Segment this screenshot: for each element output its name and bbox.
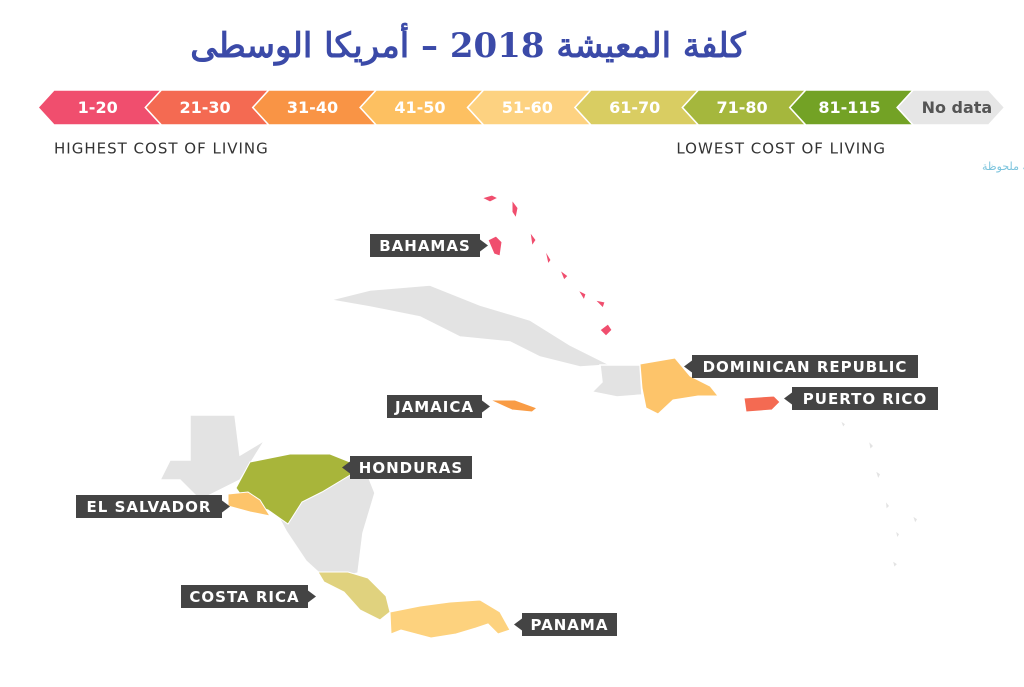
label-pointer [342,461,350,474]
legend-note-left: HIGHEST COST OF LIVING [54,140,269,158]
label-box [692,355,918,378]
label-box [181,585,308,608]
legend-swatch [896,89,1006,126]
country-label: PANAMA [531,616,609,634]
legend-label: 51-60 [502,98,553,117]
country-shape [317,571,391,621]
label-pointer [482,400,490,413]
legend-label: 41-50 [394,98,445,117]
label-pointer [308,590,316,603]
country-shape [389,599,511,639]
label-pointer [222,500,230,513]
legend-label: 21-30 [180,98,231,117]
country-label: COSTA RICA [189,588,299,606]
label-box [350,456,472,479]
country-label: JAMAICA [394,398,474,416]
country-label: PUERTO RICO [803,390,927,408]
legend-label: 71-80 [717,98,768,117]
label-box [370,234,480,257]
watermark: مدوّنة ملحوظة [982,160,1024,173]
label-box [792,387,938,410]
country-label: BAHAMAS [379,237,471,255]
title: كلفة المعيشة 2018 – أمريكا الوسطى [190,23,746,66]
legend-label: 31-40 [287,98,338,117]
legend-note-right: LOWEST COST OF LIVING [676,140,886,158]
country-label: DOMINICAN REPUBLIC [703,358,908,376]
legend-label: No data [922,98,993,117]
label-pointer [784,392,792,405]
legend-label: 61-70 [609,98,660,117]
no-data-land [158,284,920,582]
label-pointer [684,360,692,373]
legend-label: 1-20 [78,98,118,117]
country-shape [489,399,539,413]
country-shape [480,194,613,337]
label-pointer [480,239,488,252]
country-shape [639,357,720,415]
label-box [387,395,482,418]
label-box [76,495,222,518]
country-label: EL SALVADOR [87,498,212,516]
country-shape [743,395,781,413]
label-pointer [514,618,522,631]
country-label: HONDURAS [359,459,463,477]
legend-label: 81-115 [818,98,880,117]
label-box [522,613,617,636]
